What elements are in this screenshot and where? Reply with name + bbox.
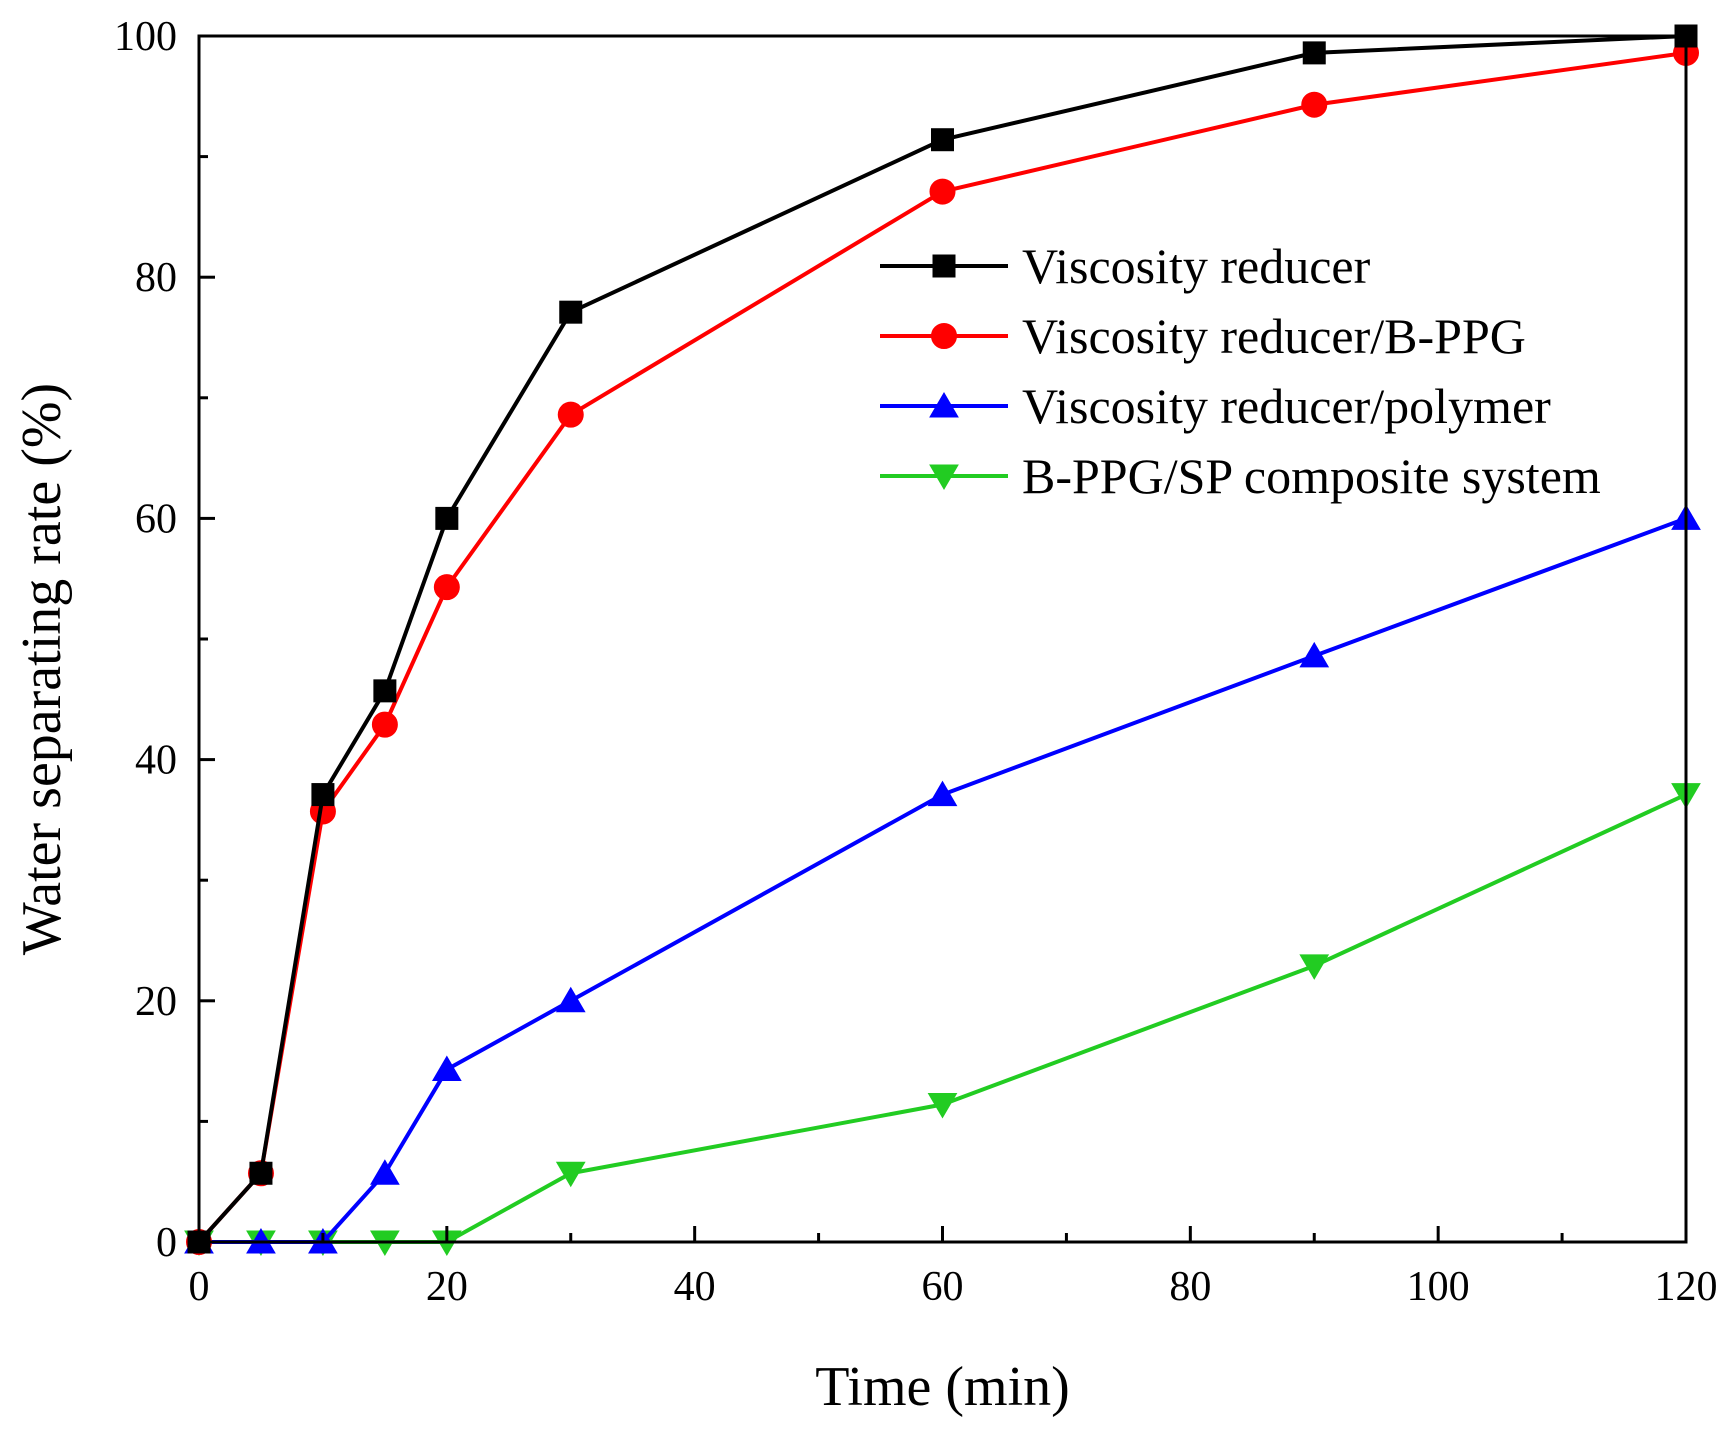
data-point: [431, 1055, 462, 1082]
data-point: [929, 178, 956, 205]
data-point: [927, 780, 958, 807]
data-point: [931, 128, 954, 152]
axis-ticks: 0 20 40 60 80 100 120 0 20 40 60 80 100: [114, 14, 1718, 1310]
data-point: [557, 401, 584, 428]
legend-item: B-PPG/SP composite system: [880, 448, 1601, 504]
y-tick-label: 40: [135, 738, 177, 784]
x-tick-label: 80: [1169, 1264, 1211, 1310]
y-axis-title: Water separating rate (%): [11, 383, 73, 955]
x-tick-label: 20: [426, 1264, 468, 1310]
legend-swatch-marker: [929, 464, 959, 490]
data-point: [1301, 91, 1328, 118]
series-1: [187, 24, 1698, 1254]
legend-label: B-PPG/SP composite system: [1022, 448, 1601, 504]
x-tick-label: 60: [922, 1264, 964, 1310]
legend-swatch-marker: [932, 254, 956, 278]
series-line: [199, 792, 1687, 1244]
legend-label: Viscosity reducer/B-PPG: [1022, 308, 1526, 364]
series-layer: [184, 24, 1701, 1256]
x-tick-label: 0: [189, 1264, 210, 1310]
x-axis-title: Time (min): [815, 1356, 1070, 1418]
x-tick-label: 120: [1655, 1264, 1718, 1310]
data-point: [1302, 41, 1326, 65]
data-point: [559, 300, 583, 324]
y-tick-label: 80: [135, 255, 177, 301]
data-point: [555, 1161, 586, 1188]
y-tick-label: 0: [156, 1220, 177, 1266]
data-point: [249, 1161, 273, 1185]
legend-swatch-marker: [929, 392, 959, 418]
data-point: [370, 1159, 400, 1185]
data-point: [555, 986, 586, 1013]
legend-label: Viscosity reducer/polymer: [1022, 378, 1551, 434]
legend: Viscosity reducer Viscosity reducer/B-PPG…: [880, 238, 1601, 504]
series-4: [184, 783, 1701, 1256]
series-line: [199, 516, 1687, 1244]
data-point: [433, 574, 460, 601]
y-tick-label: 20: [135, 979, 177, 1025]
legend-label: Viscosity reducer: [1022, 238, 1371, 294]
data-point: [1299, 954, 1330, 980]
data-point: [927, 1093, 958, 1119]
data-point: [1299, 641, 1330, 668]
x-tick-label: 100: [1407, 1264, 1470, 1310]
legend-item: Viscosity reducer: [880, 238, 1371, 294]
legend-item: Viscosity reducer/polymer: [880, 378, 1551, 434]
y-tick-label: 60: [135, 496, 177, 542]
data-point: [373, 679, 397, 703]
y-tick-label: 100: [114, 14, 177, 60]
x-tick-label: 40: [674, 1264, 716, 1310]
legend-swatch-marker: [931, 323, 957, 349]
data-point: [371, 711, 398, 738]
data-point: [311, 783, 335, 807]
series-line: [197, 50, 1687, 1244]
legend-item: Viscosity reducer/B-PPG: [880, 308, 1526, 364]
series-2: [186, 39, 1699, 1255]
data-point: [435, 506, 459, 530]
